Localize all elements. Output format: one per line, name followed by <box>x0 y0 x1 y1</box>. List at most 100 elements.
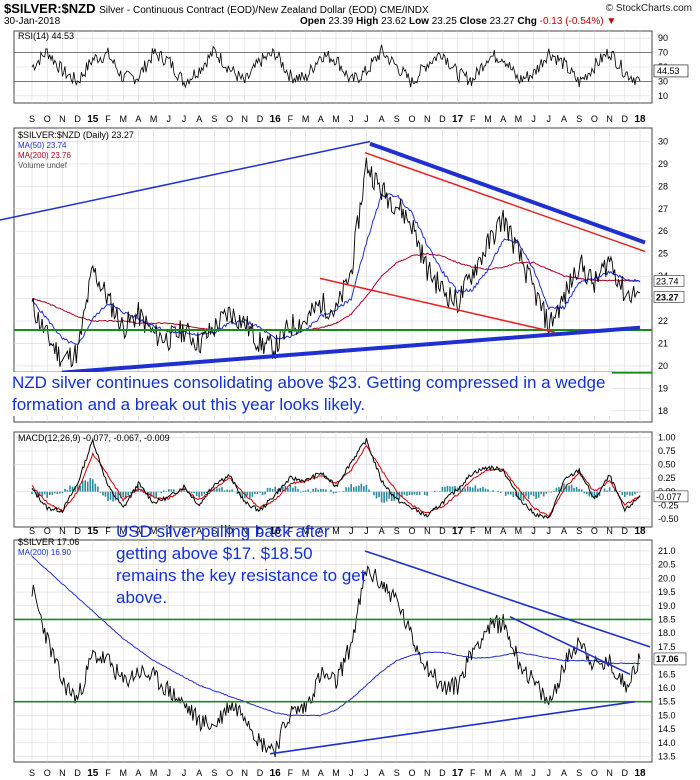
x-tick-label: S <box>211 114 217 124</box>
rsi-last-value: 44.53 <box>657 66 680 76</box>
x-tick-label: J <box>349 768 354 778</box>
x-tick-label: N <box>424 526 431 536</box>
x-tick-label: N <box>606 114 613 124</box>
x-tick-label: A <box>196 768 202 778</box>
x-tick-label: N <box>242 768 249 778</box>
high-label: High <box>356 16 379 27</box>
x-tick-label: D <box>74 526 81 536</box>
x-tick-label: F <box>470 114 476 124</box>
x-tick-label: M <box>484 526 492 536</box>
macd-signal-line <box>31 444 641 518</box>
x-tick-label: A <box>135 526 141 536</box>
y-tick-label: 1.00 <box>658 432 676 442</box>
usd-price-value: 17.06 <box>656 654 679 664</box>
x-tick-label: O <box>226 768 233 778</box>
usd-trend-upper <box>364 550 651 648</box>
nzd-channel-lower <box>319 277 556 333</box>
x-tick-label: M <box>150 768 158 778</box>
x-tick-label: O <box>44 768 51 778</box>
x-tick-label: A <box>196 526 202 536</box>
y-tick-label: 16.5 <box>658 669 676 679</box>
x-tick-label: F <box>288 768 294 778</box>
y-tick-label: 27 <box>658 204 668 214</box>
chart-symbol: $SILVER:$NZD Silver - Continuous Contrac… <box>4 1 429 16</box>
x-tick-label: A <box>135 114 141 124</box>
x-tick-label: M <box>332 768 340 778</box>
y-tick-label: 14.0 <box>658 738 676 748</box>
nzd-legend-price: $SILVER:$NZD (Daily) 23.27 <box>18 130 134 140</box>
usd-price-box <box>653 652 687 666</box>
x-tick-label: A <box>318 768 324 778</box>
y-tick-label: 14.5 <box>658 724 676 734</box>
nzd-wedge-upper-long <box>0 140 371 221</box>
y-tick-label: 90 <box>658 33 668 43</box>
nzd-channel-upper <box>364 151 646 253</box>
y-tick-label: 25 <box>658 249 668 259</box>
nzd-ma-box <box>653 275 685 287</box>
x-tick-label: D <box>257 114 264 124</box>
chart-date: 30-Jan-2018 <box>4 16 61 27</box>
y-tick-label: 26 <box>658 226 668 236</box>
x-tick-label: J <box>531 114 536 124</box>
x-tick-label: O <box>591 526 598 536</box>
x-tick-label: O <box>408 526 415 536</box>
y-tick-label: 18 <box>658 406 668 416</box>
x-tick-label: M <box>302 768 310 778</box>
x-tick-label: J <box>167 526 172 536</box>
x-tick-label: 16 <box>270 526 282 537</box>
x-tick-label: J <box>531 768 536 778</box>
x-tick-label: M <box>484 114 492 124</box>
y-tick-label: 13.5 <box>658 752 676 762</box>
x-tick-label: J <box>547 114 552 124</box>
x-tick-label: A <box>561 526 567 536</box>
y-tick-label: 19.0 <box>658 601 676 611</box>
high-value: 23.62 <box>381 16 407 27</box>
macd-legend: MACD(12,26,9) -0.077, -0.067, -0.009 <box>18 433 170 443</box>
x-tick-label: M <box>515 114 523 124</box>
macd-panel-frame <box>13 431 653 528</box>
x-tick-label: N <box>242 526 249 536</box>
macd-last-box <box>653 490 689 503</box>
x-tick-label: 18 <box>634 526 646 537</box>
x-tick-label: J <box>364 526 369 536</box>
y-tick-label: 22 <box>658 316 668 326</box>
y-tick-label: -0.50 <box>658 514 679 524</box>
nzd-annotation: NZD silver continues consolidating above… <box>12 372 612 416</box>
x-tick-label: J <box>182 526 187 536</box>
x-tick-label: S <box>211 526 217 536</box>
x-tick-label: 16 <box>270 114 282 125</box>
x-tick-label: 18 <box>634 768 646 779</box>
x-tick-label: F <box>105 526 111 536</box>
x-tick-label: N <box>242 114 249 124</box>
symbol-text: $SILVER:$NZD <box>4 1 96 16</box>
x-tick-label: 17 <box>452 114 464 125</box>
x-tick-label: D <box>74 114 81 124</box>
nzd-wedge-lower <box>61 325 641 375</box>
x-tick-label: A <box>379 114 385 124</box>
ohlc-readout: Open 23.39 High 23.62 Low 23.25 Close 23… <box>300 16 616 27</box>
x-tick-label: 15 <box>87 114 99 125</box>
x-tick-label: M <box>332 526 340 536</box>
x-tick-label: J <box>182 768 187 778</box>
x-tick-label: D <box>74 768 81 778</box>
x-tick-label: A <box>561 768 567 778</box>
y-tick-label: 21.0 <box>658 546 676 556</box>
x-tick-label: 17 <box>452 526 464 537</box>
brand-label: © StockCharts.com <box>605 3 692 14</box>
usd-price-line <box>31 565 641 758</box>
y-tick-label: 18.0 <box>658 628 676 638</box>
x-tick-label: M <box>515 526 523 536</box>
x-tick-label: N <box>424 768 431 778</box>
x-tick-label: M <box>119 526 127 536</box>
x-tick-label: 15 <box>87 768 99 779</box>
x-tick-label: O <box>44 114 51 124</box>
x-tick-label: S <box>29 526 35 536</box>
x-tick-label: A <box>318 114 324 124</box>
y-tick-label: 30 <box>658 76 668 86</box>
x-tick-label: O <box>226 114 233 124</box>
x-tick-label: 17 <box>452 768 464 779</box>
x-tick-label: A <box>379 526 385 536</box>
x-tick-label: O <box>591 768 598 778</box>
y-tick-label: -0.25 <box>658 500 679 510</box>
